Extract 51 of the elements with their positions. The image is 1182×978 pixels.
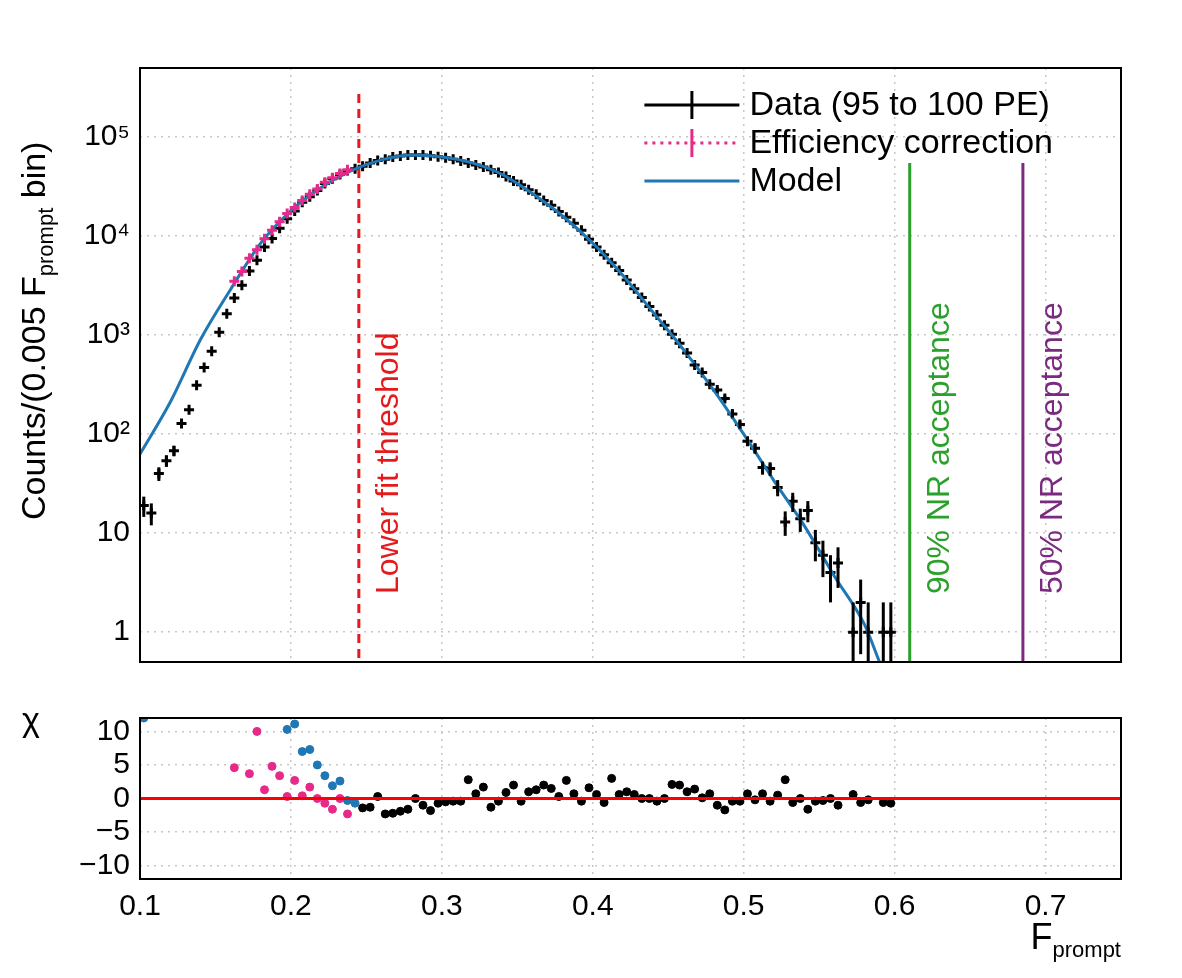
ref-line-label: Lower fit threshold bbox=[368, 332, 405, 594]
y-tick-label: 10 bbox=[96, 514, 130, 548]
y-tick-label: 10³ bbox=[86, 316, 131, 350]
point bbox=[288, 200, 302, 214]
point bbox=[229, 763, 239, 773]
point bbox=[305, 782, 315, 792]
y-tick-label: 10 bbox=[96, 712, 130, 746]
y-tick-label: 5 bbox=[113, 746, 130, 780]
ref-line-label: 50% NR acceptance bbox=[1032, 302, 1069, 594]
point bbox=[265, 223, 279, 237]
legend-label: Efficiency correction bbox=[749, 122, 1053, 161]
x-tick-label: 0.2 bbox=[270, 888, 312, 922]
point bbox=[320, 771, 330, 781]
point bbox=[235, 265, 249, 278]
ref-line-label: 90% NR acceptance bbox=[919, 302, 956, 594]
point bbox=[258, 232, 272, 246]
point bbox=[290, 719, 300, 729]
point bbox=[267, 761, 277, 771]
y-tick-label: 10² bbox=[86, 415, 131, 449]
point bbox=[312, 760, 322, 770]
point bbox=[273, 215, 287, 229]
point bbox=[305, 745, 315, 755]
legend-label: Data (95 to 100 PE) bbox=[749, 84, 1050, 123]
point bbox=[252, 726, 262, 736]
point bbox=[327, 781, 337, 791]
point bbox=[327, 804, 337, 814]
y-tick-label: 1 bbox=[113, 613, 130, 647]
x-tick-label: 0.5 bbox=[722, 888, 765, 922]
y-tick-label: 10⁴ bbox=[83, 217, 130, 251]
point bbox=[282, 724, 292, 734]
point bbox=[335, 776, 345, 786]
y-axis-title: χ bbox=[22, 700, 40, 739]
point bbox=[260, 785, 270, 795]
x-tick-label: 0.4 bbox=[571, 888, 614, 922]
point bbox=[244, 769, 254, 779]
y-tick-label: 0 bbox=[113, 779, 130, 813]
x-tick-label: 0.1 bbox=[119, 888, 161, 922]
point bbox=[242, 251, 256, 265]
point bbox=[343, 809, 353, 819]
x-tick-label: 0.6 bbox=[873, 888, 916, 922]
point bbox=[290, 775, 300, 785]
y-tick-label: −10 bbox=[79, 846, 130, 880]
point bbox=[297, 747, 307, 757]
point bbox=[250, 243, 264, 257]
point bbox=[275, 771, 285, 781]
point bbox=[227, 274, 241, 288]
x-tick-label: 0.3 bbox=[420, 888, 463, 922]
point bbox=[280, 206, 294, 220]
y-tick-label: −5 bbox=[95, 813, 130, 847]
y-tick-label: 10⁵ bbox=[84, 118, 130, 152]
legend-label: Model bbox=[749, 160, 842, 199]
